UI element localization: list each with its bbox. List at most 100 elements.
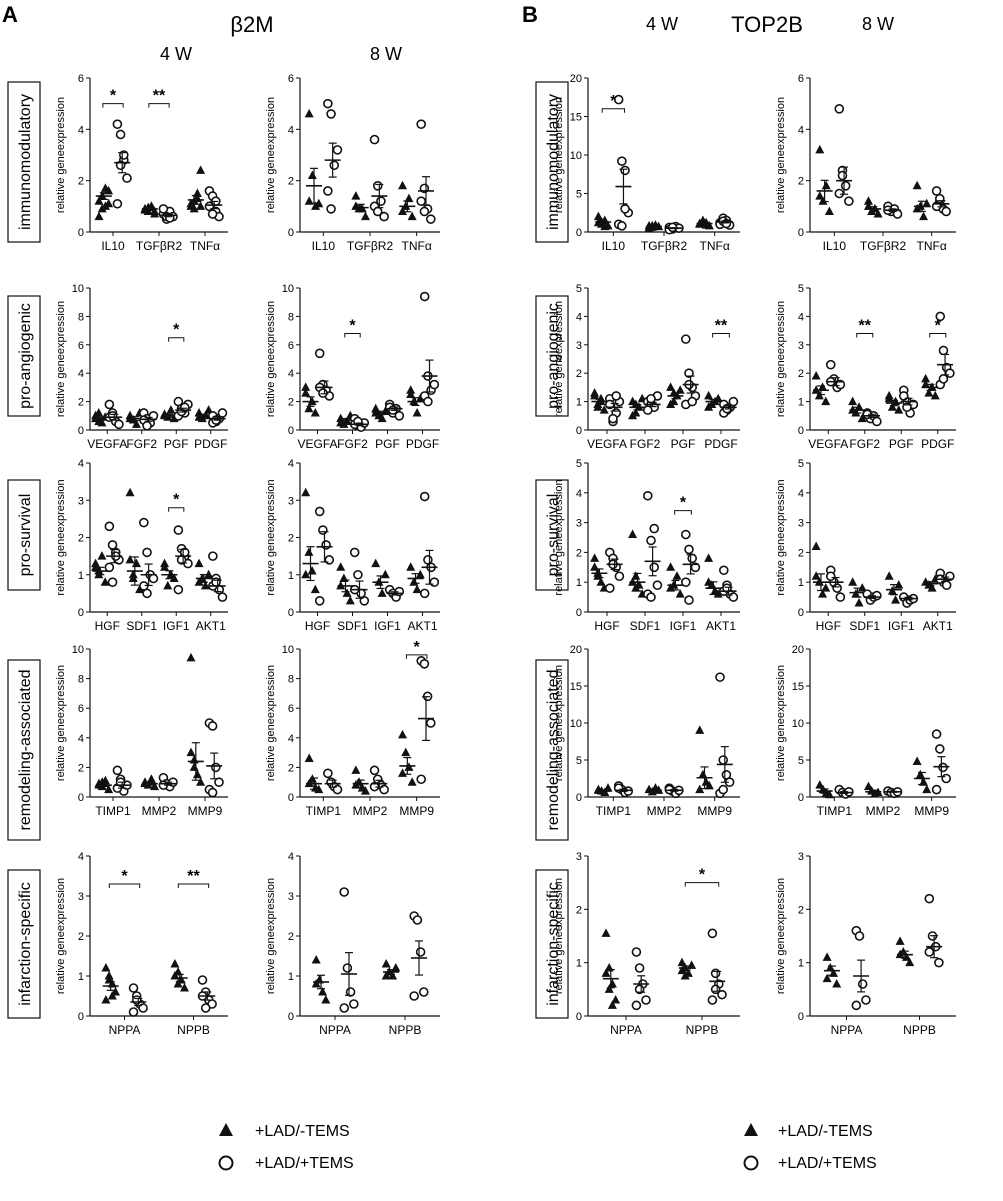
y-axis-label: relative geneexpression xyxy=(553,97,565,213)
x-tick-label: VEGFA xyxy=(808,437,848,451)
data-point-lad-tems xyxy=(369,765,380,776)
y-axis-label: relative geneexpression xyxy=(775,97,787,213)
x-tick-label: FGF2 xyxy=(126,437,157,451)
y-axis-label: relative geneexpression xyxy=(553,301,565,417)
data-point-lad-no-tems xyxy=(166,405,176,414)
x-tick-label: IL10 xyxy=(101,239,125,253)
data-point-lad-no-tems xyxy=(811,571,821,580)
data-point-lad-no-tems xyxy=(666,382,676,391)
x-tick-label: NPPA xyxy=(109,1023,141,1037)
data-point-lad-no-tems xyxy=(631,571,641,580)
data-point-lad-no-tems xyxy=(186,747,196,757)
y-axis-label: relative geneexpression xyxy=(55,878,67,994)
y-tick-label: 5 xyxy=(576,458,582,470)
data-point-lad-no-tems xyxy=(407,211,417,221)
y-tick-label: 2 xyxy=(288,762,294,774)
row-label-box xyxy=(7,81,41,243)
week-label-b-8w: 8 W xyxy=(862,14,894,34)
legend-label-lad-tems: +LAD/+TEMS xyxy=(778,1155,877,1172)
data-point-lad-no-tems xyxy=(336,417,346,427)
y-tick-label: 0 xyxy=(576,227,582,239)
x-tick-label: IGF1 xyxy=(670,619,697,633)
data-point-lad-no-tems xyxy=(611,995,621,1004)
data-point-lad-tems xyxy=(353,569,363,580)
data-point-lad-no-tems xyxy=(669,388,679,397)
data-point-lad-no-tems xyxy=(601,928,611,937)
plots: 0 2 4 6 relative geneexpression IL10 TGFβR2 TNF… xyxy=(55,73,956,1037)
significance-label: * xyxy=(173,492,180,509)
x-tick-label: NPPA xyxy=(831,1023,863,1037)
data-point-lad-tems xyxy=(217,592,228,602)
y-axis-label: relative geneexpression xyxy=(553,878,565,994)
data-point-lad-tems xyxy=(419,291,430,302)
significance-label: * xyxy=(680,495,687,512)
data-point-lad-tems xyxy=(642,490,653,501)
data-point-lad-no-tems xyxy=(912,180,922,190)
data-point-lad-tems xyxy=(339,887,350,897)
data-point-lad-no-tems xyxy=(821,583,831,592)
data-point-lad-tems xyxy=(419,491,430,502)
data-point-lad-tems xyxy=(728,396,739,407)
week-label-a-8w: 8 W xyxy=(370,44,402,64)
data-point-lad-tems xyxy=(379,211,389,222)
data-point-lad-no-tems xyxy=(150,206,160,215)
data-point-lad-no-tems xyxy=(377,413,387,423)
y-tick-label: 10 xyxy=(570,718,582,730)
y-tick-label: 0 xyxy=(78,607,84,619)
y-tick-label: 2 xyxy=(78,533,84,545)
data-point-lad-no-tems xyxy=(596,393,606,403)
y-tick-label: 4 xyxy=(78,124,84,136)
data-point-lad-tems xyxy=(611,391,622,401)
y-tick-label: 2 xyxy=(288,533,294,545)
y-axis-label: relative geneexpression xyxy=(553,665,565,781)
x-tick-label: AKT1 xyxy=(196,619,226,633)
plot-B-infarct-4W: 0 1 2 3 relative geneexpression NPPA NPPB * xyxy=(553,851,740,1037)
data-point-lad-tems xyxy=(197,975,208,985)
data-point-lad-no-tems xyxy=(380,569,390,579)
y-tick-label: 5 xyxy=(798,283,804,295)
x-tick-label: MMP9 xyxy=(697,804,732,818)
y-tick-label: 8 xyxy=(288,311,294,323)
week-label-a-4w: 4 W xyxy=(160,44,192,64)
y-tick-label: 4 xyxy=(288,733,294,745)
significance-bracket xyxy=(148,103,170,108)
y-tick-label: 3 xyxy=(576,518,582,530)
legend-a: +LAD/-TEMS +LAD/+TEMS xyxy=(218,1123,354,1172)
data-point-lad-no-tems xyxy=(304,753,314,763)
x-tick-label: HGF xyxy=(594,619,619,633)
y-tick-label: 6 xyxy=(288,340,294,352)
data-point-lad-no-tems xyxy=(675,385,685,394)
data-point-lad-no-tems xyxy=(818,382,828,391)
y-tick-label: 3 xyxy=(78,891,84,903)
data-point-lad-no-tems xyxy=(196,201,206,210)
y-tick-label: 0 xyxy=(798,227,804,239)
plot-B-surv-4W: 0 1 2 3 4 5 relative geneexpression HGF SDF1 IGF1… xyxy=(553,458,740,633)
data-point-lad-no-tems xyxy=(704,577,714,586)
data-point-lad-tems xyxy=(861,995,871,1005)
data-point-lad-no-tems xyxy=(196,777,206,786)
data-point-lad-tems xyxy=(217,408,228,418)
data-point-lad-no-tems xyxy=(922,784,932,794)
data-point-lad-no-tems xyxy=(905,957,915,967)
y-axis-label: relative geneexpression xyxy=(775,878,787,994)
y-tick-label: 1 xyxy=(798,397,804,409)
significance-label: * xyxy=(610,93,617,110)
y-tick-label: 0 xyxy=(78,792,84,804)
x-tick-label: TIMP1 xyxy=(95,804,131,818)
x-tick-label: AKT1 xyxy=(923,619,953,633)
data-point-lad-tems xyxy=(710,984,721,995)
data-point-lad-no-tems xyxy=(921,373,931,383)
data-point-lad-no-tems xyxy=(407,777,417,786)
y-tick-label: 5 xyxy=(798,458,804,470)
y-tick-label: 0 xyxy=(78,425,84,437)
y-tick-label: 3 xyxy=(288,495,294,507)
y-tick-label: 0 xyxy=(576,425,582,437)
x-tick-label: FGF2 xyxy=(337,437,368,451)
data-point-lad-tems xyxy=(684,368,694,379)
x-tick-label: TGFβR2 xyxy=(641,239,688,253)
y-tick-label: 0 xyxy=(288,792,294,804)
y-tick-label: 0 xyxy=(798,607,804,619)
data-point-lad-no-tems xyxy=(599,405,609,414)
data-point-lad-tems xyxy=(649,562,660,573)
y-axis-label: relative geneexpression xyxy=(55,97,67,213)
